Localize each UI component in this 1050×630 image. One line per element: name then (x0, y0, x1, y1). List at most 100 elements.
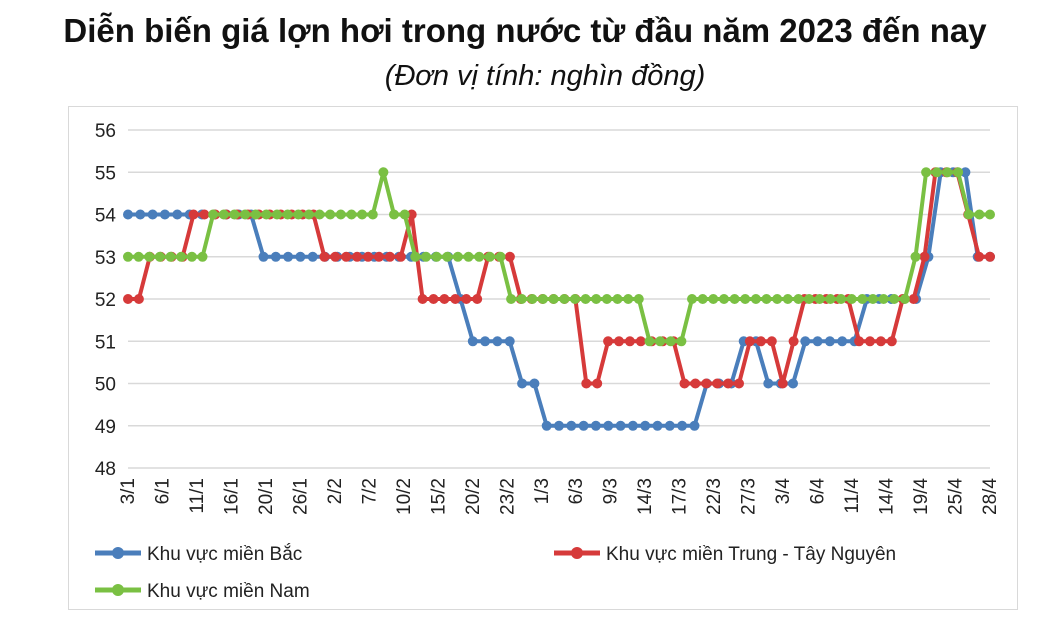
data-point (529, 378, 540, 389)
data-point (410, 251, 421, 262)
data-point (919, 251, 930, 262)
data-point (793, 294, 804, 304)
data-point (378, 167, 389, 178)
data-point (591, 294, 602, 304)
data-point (406, 209, 417, 220)
data-point (570, 294, 580, 304)
legend-marker (571, 547, 583, 559)
data-point (566, 420, 577, 431)
data-point (154, 251, 165, 262)
data-point (708, 294, 719, 304)
data-point (559, 294, 570, 304)
data-point (538, 294, 548, 304)
data-point (886, 336, 897, 347)
data-point (516, 294, 527, 304)
data-point (159, 209, 170, 220)
data-point (123, 294, 133, 304)
data-point (640, 420, 651, 431)
x-tick-label: 7/2 (359, 478, 380, 504)
data-point (307, 251, 318, 262)
data-point (908, 294, 919, 304)
data-point (655, 336, 666, 347)
data-point (374, 251, 384, 262)
data-point (399, 209, 410, 220)
data-point (665, 336, 676, 347)
data-point (804, 294, 815, 304)
data-point (367, 209, 378, 220)
data-point (395, 251, 406, 262)
data-point (875, 336, 886, 347)
data-point (527, 294, 538, 304)
x-tick-label: 3/4 (773, 478, 794, 505)
data-point (384, 251, 395, 262)
x-tick-label: 15/2 (428, 478, 449, 515)
x-tick-label: 14/3 (635, 478, 656, 515)
data-point (144, 251, 155, 262)
data-point (480, 336, 491, 347)
series-line (128, 170, 990, 386)
y-tick-label: 48 (95, 459, 116, 480)
data-point (837, 336, 848, 347)
data-point (450, 294, 461, 304)
x-tick-label: 11/1 (187, 478, 208, 514)
chart-title: Diễn biến giá lợn hơi trong nước từ đầu … (63, 12, 987, 49)
data-point (431, 251, 442, 262)
data-point (744, 336, 755, 347)
data-point (319, 251, 330, 262)
data-point (633, 294, 644, 304)
data-point (295, 251, 306, 262)
data-point (624, 336, 635, 347)
legend-marker (112, 584, 124, 596)
data-point (439, 294, 450, 304)
data-point (899, 294, 910, 304)
data-point (846, 294, 857, 304)
data-point (931, 167, 942, 178)
data-point (750, 294, 761, 304)
data-point (261, 209, 272, 220)
data-point (734, 378, 744, 389)
data-point (548, 294, 559, 304)
data-point (719, 294, 729, 304)
y-tick-label: 56 (95, 121, 116, 142)
x-tick-label: 20/1 (256, 478, 277, 515)
data-point (363, 251, 374, 262)
x-tick-label: 10/2 (394, 478, 415, 515)
x-tick-label: 25/4 (946, 478, 967, 515)
data-point (484, 251, 495, 262)
y-tick-label: 51 (95, 332, 116, 353)
data-point (472, 294, 483, 304)
legend-marker (112, 547, 124, 559)
x-tick-label: 19/4 (911, 478, 932, 515)
data-point (740, 294, 751, 304)
data-point (627, 420, 638, 431)
data-point (615, 420, 626, 431)
series-line (128, 170, 990, 344)
data-point (825, 294, 836, 304)
data-point (123, 251, 133, 262)
data-point (578, 420, 589, 431)
data-point (974, 209, 985, 220)
data-point (729, 294, 740, 304)
data-point (188, 209, 199, 220)
x-tick-label: 2/2 (325, 478, 346, 504)
x-tick-label: 26/1 (290, 478, 311, 515)
data-point (712, 378, 723, 389)
data-point (676, 336, 687, 347)
x-tick-label: 22/3 (704, 478, 725, 515)
x-tick-label: 6/1 (152, 478, 173, 504)
data-point (506, 294, 517, 304)
data-point (428, 294, 439, 304)
data-point (258, 251, 269, 262)
data-point (172, 209, 183, 220)
data-point (857, 294, 868, 304)
x-tick-label: 14/4 (877, 478, 898, 515)
data-point (777, 378, 788, 389)
data-point (836, 294, 846, 304)
data-point (417, 294, 428, 304)
data-point (921, 167, 932, 178)
data-point (766, 336, 777, 347)
data-point (814, 294, 825, 304)
y-tick-label: 54 (95, 206, 117, 227)
data-point (147, 209, 158, 220)
